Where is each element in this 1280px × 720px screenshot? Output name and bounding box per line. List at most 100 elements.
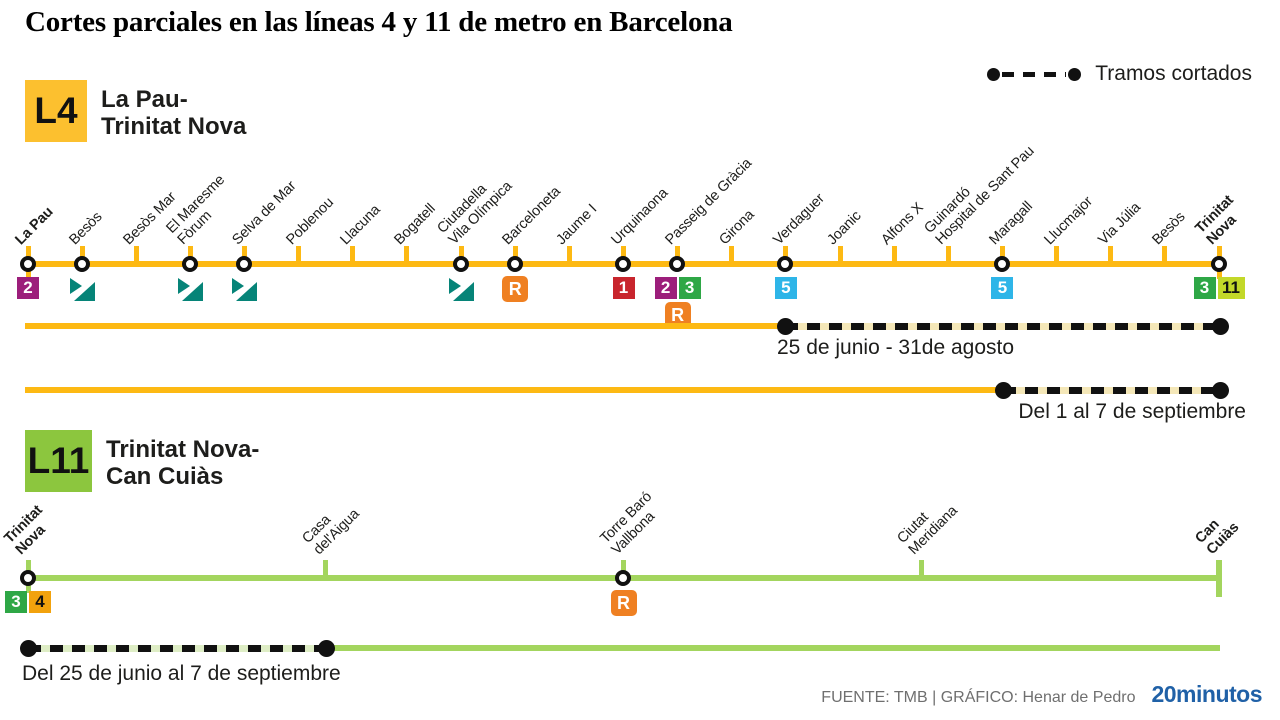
station-tick [1162, 246, 1168, 265]
station-marker [181, 255, 198, 272]
station-name: Llucmajor [1040, 193, 1096, 248]
station-marker [777, 255, 794, 272]
transfer-badges: R [455, 276, 575, 302]
station-name: Llacuna [337, 201, 384, 248]
l11-heading: Trinitat Nova- Can Cuiàs [106, 436, 260, 490]
station-tick [350, 246, 356, 265]
transfer-badges: 3 11 [1159, 277, 1279, 299]
station-marker [73, 255, 90, 272]
station-name: Guinardó Hospital de Sant Pau [921, 142, 1038, 248]
station-tick [296, 246, 302, 265]
station-name: Can Cuiàs [1192, 516, 1242, 558]
transfer-badge-R: R [610, 590, 637, 616]
closure-cut-segment [1003, 386, 1220, 394]
closure-open-segment [25, 323, 785, 329]
transfer-badge-2: 2 [17, 277, 39, 299]
cut-endpoint-dot [994, 381, 1012, 399]
station-stub [1216, 266, 1222, 279]
station-name: Via Júlia [1095, 199, 1144, 248]
source-credit: FUENTE: TMB | GRÁFICO: Henar de Pedro [821, 689, 1136, 706]
station-name: Torre Baró Vallbona [596, 488, 658, 558]
closure-open-segment [326, 645, 1220, 651]
tram-icon [448, 275, 475, 302]
transfer-badge-5: 5 [774, 277, 797, 299]
closure-date-label: 25 de junio - 31de agosto [777, 336, 1015, 359]
station-name: Trinitat Nova [1, 502, 49, 558]
station-marker [506, 255, 523, 272]
closure-cut-segment [785, 322, 1220, 330]
transfer-badges: 5 [942, 277, 1062, 299]
station-marker [452, 255, 469, 272]
legend-dot-right [1068, 67, 1082, 81]
station-marker [19, 569, 36, 586]
station-name: Urquinaona [607, 184, 671, 248]
transfer-badge-11: 11 [1217, 277, 1245, 299]
station-name: Girona [716, 206, 758, 248]
transfer-badges: R [564, 590, 684, 616]
station-tick [133, 246, 139, 265]
closure-date-label: Del 1 al 7 de septiembre [1018, 400, 1246, 423]
station-tick [404, 246, 410, 265]
station-marker [1210, 255, 1227, 272]
l11-line-badge: L11 [25, 430, 92, 492]
station-marker [615, 569, 631, 586]
station-name: Jaume I [553, 200, 601, 248]
station-tick [837, 246, 843, 265]
transfer-badges: 5 [726, 277, 846, 299]
cut-endpoint-dot [1211, 317, 1229, 335]
terminal-marker [1216, 560, 1222, 597]
transfer-badge-3: 3 [5, 591, 27, 613]
station-name: Besòs [1149, 208, 1189, 248]
station-stub [25, 266, 31, 279]
transfer-badges [185, 277, 305, 302]
transfer-badge-1: 1 [612, 277, 635, 299]
station-name: Besòs [66, 208, 106, 248]
legend-dot-left [987, 67, 1001, 81]
page-title: Cortes parciales en las líneas 4 y 11 de… [25, 6, 733, 38]
station-marker [615, 255, 631, 272]
cut-endpoint-dot [317, 639, 335, 657]
station-marker [236, 255, 253, 272]
brand-logo: 20minutos [1151, 681, 1262, 707]
station-stub [25, 580, 31, 593]
transfer-badge-2: 2 [654, 277, 677, 299]
transfer-badge-3: 3 [1193, 277, 1216, 299]
cut-endpoint-dot [19, 639, 37, 657]
station-name: La Pau [12, 203, 57, 248]
transfer-badges: 2 [0, 277, 88, 299]
station-name: Maragall [986, 198, 1037, 248]
station-tick [1054, 246, 1060, 265]
station-name: Bogatell [391, 200, 439, 248]
transfer-badge-5: 5 [991, 277, 1014, 299]
station-name: Verdaguer [770, 190, 828, 248]
cut-endpoint-dot [1211, 381, 1229, 399]
station-tick [729, 246, 735, 265]
station-tick [323, 560, 329, 579]
station-tick [566, 246, 572, 265]
station-marker [993, 255, 1010, 272]
tram-icon [231, 275, 258, 302]
transfer-badges: 1 [564, 277, 684, 299]
closure-open-segment [25, 387, 1003, 393]
station-tick [1108, 246, 1114, 265]
station-tick [918, 560, 924, 579]
station-name: Casa del'Aigua [299, 505, 362, 558]
cut-segment-icon [987, 67, 1082, 81]
l4-heading: La Pau- Trinitat Nova [101, 86, 247, 140]
closure-date-label: Del 25 de junio al 7 de septiembre [22, 662, 341, 685]
transfer-badge-4: 4 [29, 591, 51, 613]
legend-dashed-line [1002, 71, 1067, 77]
transfer-badges [22, 277, 142, 302]
station-name: Joanic [824, 207, 865, 248]
station-tick [891, 246, 897, 265]
l4-line-badge: L4 [25, 80, 87, 142]
station-name: Trinitat Nova [1192, 192, 1240, 248]
transfer-badges [130, 277, 250, 302]
transfer-badge-R: R [502, 276, 529, 302]
legend-label: Tramos cortados [1095, 62, 1252, 85]
transfer-badges [401, 277, 521, 302]
tram-icon [177, 275, 204, 302]
station-tick [945, 246, 951, 265]
